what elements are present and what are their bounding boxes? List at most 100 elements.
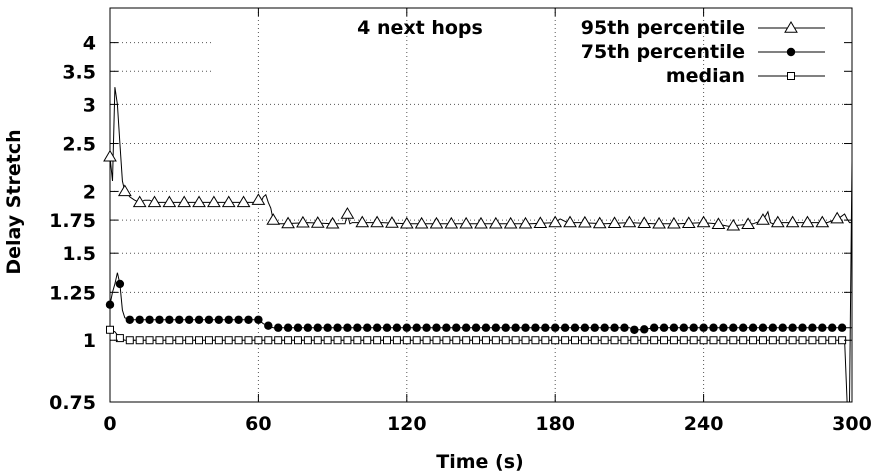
data-point — [155, 315, 164, 324]
data-point — [184, 315, 194, 324]
data-point — [649, 323, 659, 332]
data-point — [491, 336, 500, 345]
data-point — [560, 323, 570, 332]
data-point — [236, 195, 251, 208]
data-point — [818, 323, 827, 332]
data-point — [442, 336, 451, 345]
data-point — [620, 336, 629, 345]
data-point — [392, 323, 402, 332]
data-point — [610, 336, 619, 345]
data-point — [726, 218, 741, 231]
data-point — [412, 336, 421, 345]
data-point — [607, 216, 622, 229]
data-point — [696, 215, 711, 228]
data-point — [768, 336, 777, 345]
data-point — [117, 184, 132, 197]
data-point — [828, 336, 837, 345]
data-point — [533, 216, 548, 229]
data-point — [778, 323, 787, 332]
data-point — [778, 336, 787, 345]
data-point — [770, 215, 785, 228]
data-point — [402, 323, 411, 332]
data-point — [224, 315, 233, 324]
data-point — [511, 323, 520, 332]
x-tick-label: 60 — [245, 413, 271, 435]
data-point — [689, 336, 698, 345]
data-point — [719, 323, 728, 332]
axes: 0 60 120 180 240 300 0.75 1 1.25 1.5 1.75 2 2.5 3 3.5 4 — [49, 8, 872, 435]
x-tick-label: 180 — [535, 413, 575, 435]
data-point — [600, 336, 609, 345]
data-point — [491, 323, 501, 332]
data-point — [414, 216, 429, 229]
data-point — [313, 323, 322, 332]
data-point — [185, 336, 194, 345]
data-point — [370, 215, 384, 228]
data-point — [667, 216, 681, 229]
data-point — [798, 323, 807, 332]
series-triangle-open — [103, 87, 852, 231]
data-point — [392, 336, 401, 345]
data-point — [353, 336, 362, 345]
data-point — [422, 336, 431, 345]
data-point — [132, 195, 147, 208]
data-point — [204, 315, 214, 324]
data-point — [459, 216, 474, 229]
data-point — [103, 149, 117, 162]
data-point — [580, 323, 590, 332]
data-point — [442, 323, 451, 332]
x-tick-label: 300 — [832, 413, 872, 435]
data-point — [204, 336, 213, 345]
data-point — [501, 336, 510, 345]
data-point — [679, 336, 688, 345]
data-point — [541, 323, 550, 332]
data-point — [296, 215, 310, 228]
data-point — [738, 323, 748, 332]
data-point — [800, 215, 815, 228]
x-tick-label: 0 — [103, 413, 116, 435]
data-point — [244, 336, 253, 345]
data-point — [115, 279, 125, 289]
data-point — [699, 323, 708, 332]
data-point — [234, 336, 243, 345]
data-point — [669, 336, 678, 345]
data-point — [541, 336, 550, 345]
data-point — [399, 216, 414, 229]
data-point — [521, 323, 530, 332]
data-point — [194, 315, 204, 324]
data-point — [145, 336, 154, 345]
data-point — [798, 336, 807, 345]
data-point — [303, 323, 313, 332]
data-point — [650, 336, 659, 345]
data-point — [669, 323, 679, 332]
data-point — [264, 321, 273, 330]
data-point — [472, 336, 481, 345]
data-point — [788, 336, 797, 345]
data-point — [251, 193, 266, 205]
data-point — [518, 216, 533, 229]
y-tick-label: 3 — [83, 94, 96, 116]
data-point — [531, 323, 540, 332]
y-tick-label: 1 — [83, 330, 96, 352]
data-point — [177, 195, 192, 208]
y-tick-label: 1.75 — [49, 210, 96, 232]
data-point — [590, 323, 599, 332]
legend-label: 95th percentile — [581, 17, 745, 39]
data-point — [808, 336, 817, 345]
series-line — [109, 87, 852, 227]
data-point — [659, 323, 669, 332]
y-tick-label: 0.75 — [49, 392, 96, 414]
legend-label: median — [666, 65, 745, 87]
data-point — [652, 216, 666, 229]
data-point — [155, 336, 164, 345]
data-point — [592, 216, 607, 229]
data-point — [461, 323, 471, 332]
x-axis-title: Time (s) — [436, 451, 523, 473]
data-point — [135, 336, 144, 345]
data-point — [600, 323, 609, 332]
data-point — [125, 336, 134, 345]
data-point — [548, 215, 563, 228]
data-point — [640, 325, 649, 334]
data-point — [570, 323, 580, 332]
